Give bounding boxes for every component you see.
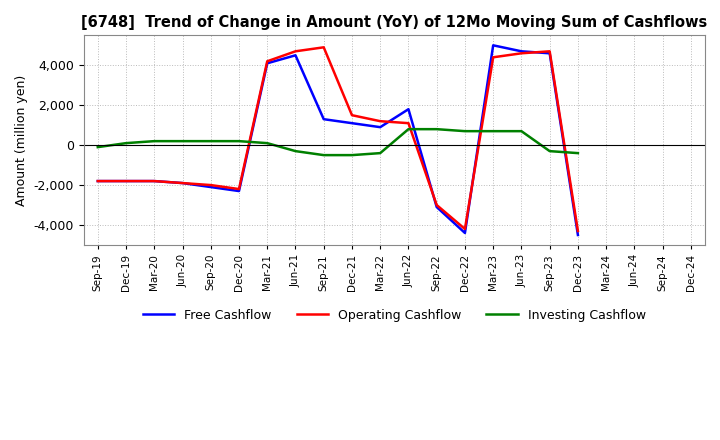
Free Cashflow bbox=[348, 121, 356, 126]
Investing Cashflow bbox=[150, 139, 158, 144]
Investing Cashflow bbox=[178, 139, 186, 144]
Investing Cashflow bbox=[517, 128, 526, 134]
Free Cashflow bbox=[320, 117, 328, 122]
Legend: Free Cashflow, Operating Cashflow, Investing Cashflow: Free Cashflow, Operating Cashflow, Inves… bbox=[138, 304, 651, 327]
Line: Free Cashflow: Free Cashflow bbox=[98, 45, 578, 235]
Investing Cashflow bbox=[574, 150, 582, 156]
Free Cashflow bbox=[207, 184, 215, 190]
Free Cashflow bbox=[404, 106, 413, 112]
Investing Cashflow bbox=[433, 127, 441, 132]
Free Cashflow bbox=[178, 180, 186, 186]
Investing Cashflow bbox=[545, 148, 554, 154]
Free Cashflow bbox=[461, 230, 469, 235]
Free Cashflow bbox=[489, 43, 498, 48]
Operating Cashflow bbox=[122, 179, 130, 184]
Investing Cashflow bbox=[376, 150, 384, 156]
Operating Cashflow bbox=[235, 187, 243, 192]
Operating Cashflow bbox=[376, 118, 384, 124]
Operating Cashflow bbox=[348, 113, 356, 118]
Free Cashflow bbox=[517, 49, 526, 54]
Free Cashflow bbox=[235, 188, 243, 194]
Operating Cashflow bbox=[489, 55, 498, 60]
Operating Cashflow bbox=[291, 49, 300, 54]
Investing Cashflow bbox=[207, 139, 215, 144]
Line: Investing Cashflow: Investing Cashflow bbox=[98, 129, 578, 155]
Investing Cashflow bbox=[235, 139, 243, 144]
Operating Cashflow bbox=[461, 226, 469, 231]
Free Cashflow bbox=[376, 125, 384, 130]
Operating Cashflow bbox=[320, 45, 328, 50]
Free Cashflow bbox=[94, 179, 102, 184]
Investing Cashflow bbox=[94, 144, 102, 150]
Operating Cashflow bbox=[150, 179, 158, 184]
Free Cashflow bbox=[263, 61, 271, 66]
Investing Cashflow bbox=[461, 128, 469, 134]
Investing Cashflow bbox=[263, 140, 271, 146]
Operating Cashflow bbox=[263, 59, 271, 64]
Operating Cashflow bbox=[574, 228, 582, 234]
Operating Cashflow bbox=[517, 51, 526, 56]
Operating Cashflow bbox=[178, 180, 186, 186]
Free Cashflow bbox=[574, 232, 582, 238]
Free Cashflow bbox=[122, 179, 130, 184]
Operating Cashflow bbox=[94, 179, 102, 184]
Free Cashflow bbox=[545, 51, 554, 56]
Investing Cashflow bbox=[404, 127, 413, 132]
Free Cashflow bbox=[150, 179, 158, 184]
Free Cashflow bbox=[433, 205, 441, 210]
Investing Cashflow bbox=[320, 153, 328, 158]
Investing Cashflow bbox=[291, 148, 300, 154]
Title: [6748]  Trend of Change in Amount (YoY) of 12Mo Moving Sum of Cashflows: [6748] Trend of Change in Amount (YoY) o… bbox=[81, 15, 708, 30]
Investing Cashflow bbox=[122, 140, 130, 146]
Operating Cashflow bbox=[207, 183, 215, 188]
Investing Cashflow bbox=[348, 153, 356, 158]
Operating Cashflow bbox=[545, 49, 554, 54]
Free Cashflow bbox=[291, 53, 300, 58]
Operating Cashflow bbox=[433, 202, 441, 208]
Line: Operating Cashflow: Operating Cashflow bbox=[98, 48, 578, 231]
Y-axis label: Amount (million yen): Amount (million yen) bbox=[15, 74, 28, 206]
Operating Cashflow bbox=[404, 121, 413, 126]
Investing Cashflow bbox=[489, 128, 498, 134]
